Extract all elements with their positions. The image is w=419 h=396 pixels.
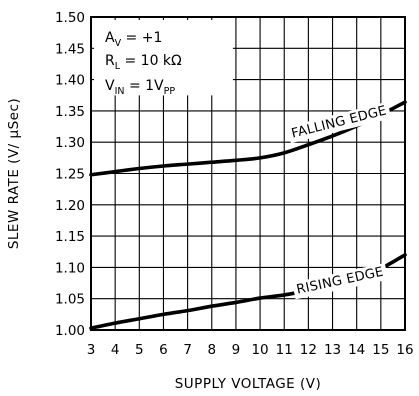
x-tick-label: 10 xyxy=(251,342,268,358)
y-tick-label: 1.35 xyxy=(55,104,85,120)
falling-edge-label-background xyxy=(286,101,392,144)
y-tick-label: 1.10 xyxy=(55,260,85,276)
rising-edge-line xyxy=(89,253,407,330)
y-tick-label: 1.50 xyxy=(55,10,85,26)
y-axis-title: SLEW RATE (V/ μSec) xyxy=(6,98,22,249)
y-tick-label: 1.15 xyxy=(55,229,85,245)
rising-edge-label-group: RISING EDGE xyxy=(292,263,389,300)
y-tick-label: 1.20 xyxy=(55,198,85,214)
conditions-box: AV = +1 RL = 10 kΩ VIN = 1VPP xyxy=(94,20,233,97)
x-tick-label: 13 xyxy=(324,342,341,358)
series-lines xyxy=(89,100,407,330)
y-tick-label: 1.00 xyxy=(55,323,85,339)
x-tick-label: 7 xyxy=(183,342,192,358)
conditions-background xyxy=(94,20,233,96)
condition-gain: AV = +1 xyxy=(105,30,162,49)
x-axis-title: SUPPLY VOLTAGE (V) xyxy=(175,376,322,392)
y-tick-label: 1.30 xyxy=(55,135,85,151)
x-tick-label: 16 xyxy=(396,342,413,358)
rising-edge-label-background xyxy=(292,263,389,300)
x-tick-label: 14 xyxy=(348,342,365,358)
y-tick-label: 1.05 xyxy=(55,292,85,308)
x-tick-label: 8 xyxy=(207,342,216,358)
x-tick-label: 4 xyxy=(111,342,120,358)
y-tick-label: 1.45 xyxy=(55,41,85,57)
condition-load: RL = 10 kΩ xyxy=(105,53,182,72)
x-tick-label: 12 xyxy=(300,342,317,358)
x-tick-label: 5 xyxy=(135,342,144,358)
x-tick-label: 11 xyxy=(276,342,293,358)
x-tick-label: 3 xyxy=(87,342,96,358)
condition-input: VIN = 1VPP xyxy=(105,78,175,97)
x-tick-label: 15 xyxy=(372,342,389,358)
y-tick-label: 1.40 xyxy=(55,73,85,89)
x-tick-label: 9 xyxy=(232,342,241,358)
x-tick-labels: 3 4 5 6 7 8 9 10 11 12 13 14 15 16 xyxy=(87,342,414,358)
y-tick-labels: 1.00 1.05 1.10 1.15 1.20 1.25 1.30 1.35 1.40 1.45… xyxy=(55,10,85,339)
falling-edge-label-group: FALLING EDGE xyxy=(286,101,392,144)
x-tick-label: 6 xyxy=(159,342,168,358)
y-tick-label: 1.25 xyxy=(55,167,85,183)
